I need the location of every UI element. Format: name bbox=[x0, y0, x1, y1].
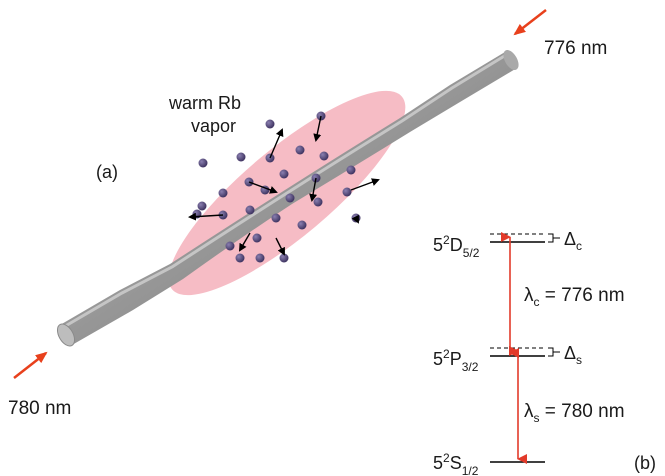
rb-atom bbox=[271, 213, 281, 223]
velocity-arrow bbox=[269, 128, 284, 159]
vapor-label-line1: warm Rb bbox=[168, 93, 241, 113]
panel-b-label: (b) bbox=[634, 453, 656, 473]
velocity-arrow bbox=[188, 212, 224, 221]
rb-atom bbox=[245, 205, 255, 215]
detuning-bracket-c bbox=[548, 233, 560, 243]
panel-a: (a) warm Rb vapor 780 nm 776 nm bbox=[8, 9, 607, 419]
vapor-label-line2: vapor bbox=[191, 116, 236, 136]
fiber-end-output bbox=[503, 50, 519, 70]
rb-atom bbox=[295, 145, 305, 155]
rb-atom bbox=[218, 188, 228, 198]
counter-wavelength-label: 776 nm bbox=[544, 38, 607, 59]
rb-atom bbox=[313, 197, 323, 207]
velocity-arrow bbox=[248, 181, 278, 194]
velocity-arrow bbox=[350, 178, 380, 191]
level-label-p: 52P3/2 bbox=[433, 347, 479, 374]
fiber-end-input bbox=[56, 323, 76, 347]
detuning-label-s: Δs bbox=[564, 343, 582, 367]
velocity-arrow bbox=[309, 177, 318, 202]
velocity-arrow bbox=[313, 115, 322, 142]
detuning-label-c: Δc bbox=[564, 229, 582, 253]
panel-a-label: (a) bbox=[96, 162, 118, 182]
rb-atom bbox=[346, 165, 356, 175]
level-label-d: 52D5/2 bbox=[433, 233, 480, 260]
coupling-wavelength-label: λc = 776 nm bbox=[524, 285, 625, 309]
rb-atom bbox=[197, 201, 207, 211]
rb-atom bbox=[252, 233, 262, 243]
atom-velocity-arrows bbox=[188, 115, 380, 256]
rb-atom bbox=[297, 220, 307, 230]
velocity-arrow bbox=[351, 214, 359, 224]
rb-atom bbox=[342, 187, 352, 197]
panel-b: 52D5/2 52P3/2 52S1/2 Δc Δs λc = 776 nm λ… bbox=[433, 229, 656, 476]
fiber-highlight bbox=[61, 53, 507, 330]
rb-atom bbox=[255, 253, 265, 263]
input-laser-arrow bbox=[13, 351, 48, 379]
rb-atom bbox=[236, 152, 246, 162]
velocity-arrow bbox=[238, 232, 251, 252]
signal-wavelength-label: λs = 780 nm bbox=[524, 401, 625, 425]
rb-atom bbox=[265, 119, 275, 129]
rb-atom bbox=[319, 151, 329, 161]
input-wavelength-label: 780 nm bbox=[8, 398, 71, 419]
rb-atom bbox=[279, 169, 289, 179]
detuning-bracket-s bbox=[548, 347, 560, 357]
rb-atom bbox=[198, 158, 208, 168]
rb-atom bbox=[235, 253, 245, 263]
velocity-arrow bbox=[275, 237, 285, 256]
rb-atoms bbox=[192, 111, 361, 263]
rb-atom bbox=[225, 241, 235, 251]
rb-atom bbox=[285, 193, 295, 203]
counter-laser-arrow bbox=[513, 9, 547, 36]
level-label-s: 52S1/2 bbox=[433, 451, 479, 476]
rb-atom bbox=[279, 253, 289, 263]
